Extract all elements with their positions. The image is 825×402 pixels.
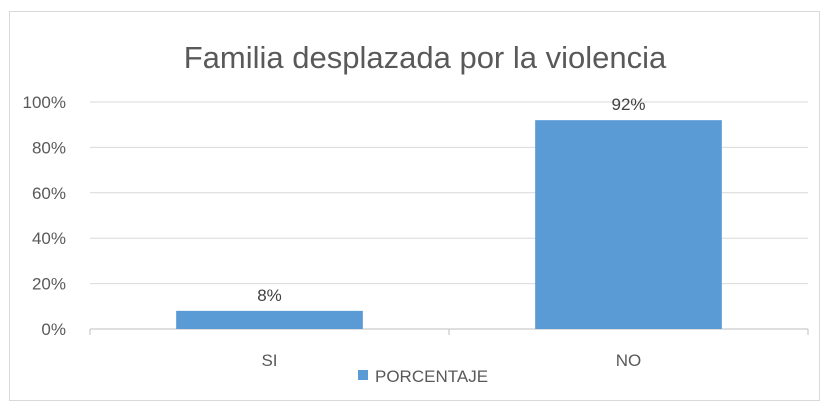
bar-si: [176, 310, 363, 329]
data-label: 92%: [611, 95, 645, 114]
legend: PORCENTAJE: [358, 367, 488, 386]
y-axis-ticks: 0% 20% 40% 60% 80% 100%: [23, 93, 66, 339]
y-tick-label: 60%: [32, 184, 66, 203]
data-label: 8%: [257, 286, 282, 305]
chart-title: Familia desplazada por la violencia: [184, 40, 667, 75]
x-axis-ticks: SI NO: [261, 351, 641, 370]
data-labels: 8% 92%: [257, 95, 645, 305]
y-tick-label: 0%: [41, 320, 66, 339]
legend-swatch: [358, 370, 368, 380]
legend-label: PORCENTAJE: [375, 367, 488, 386]
y-tick-label: 40%: [32, 229, 66, 248]
x-tick-label: NO: [616, 351, 642, 370]
y-tick-label: 20%: [32, 275, 66, 294]
x-tick-label: SI: [261, 351, 277, 370]
bars: [176, 120, 722, 329]
y-tick-label: 100%: [23, 93, 66, 112]
y-tick-label: 80%: [32, 138, 66, 157]
bar-no: [535, 120, 722, 329]
